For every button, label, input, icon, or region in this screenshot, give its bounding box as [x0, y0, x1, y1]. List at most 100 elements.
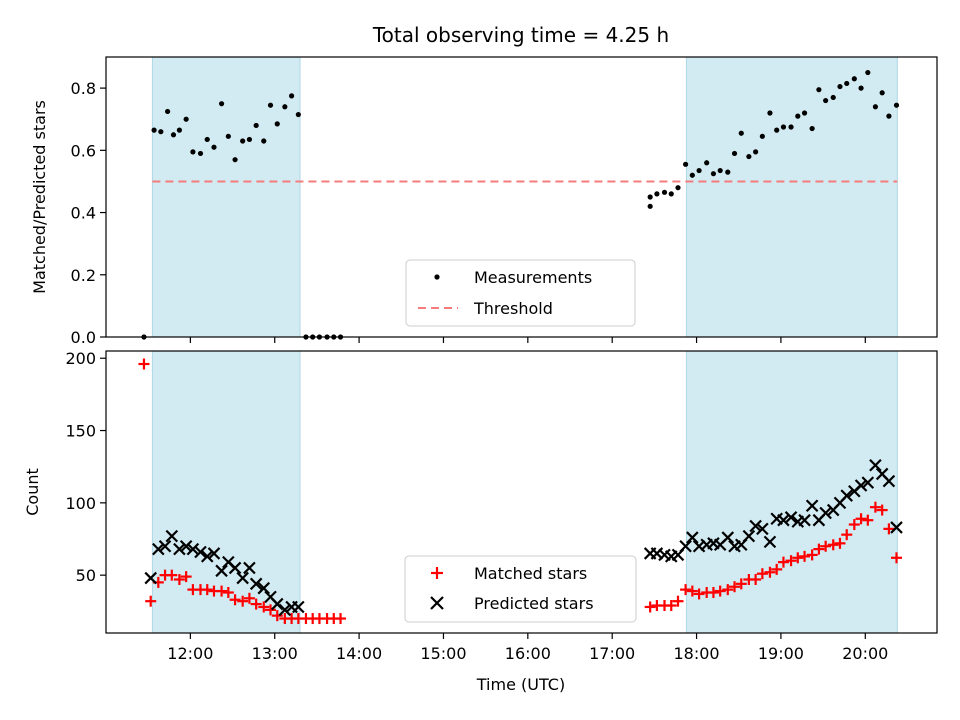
measurement-point	[274, 121, 280, 127]
matched-star-point	[173, 573, 185, 585]
matched-star-point	[792, 552, 804, 564]
matched-star-point	[686, 585, 698, 597]
measurement-point	[170, 132, 177, 138]
predicted-star-marker-b	[200, 550, 214, 563]
measurement-point	[190, 149, 196, 155]
measurement-point	[879, 90, 885, 96]
bottom-y-ticks: 50 100 150 200	[65, 349, 106, 585]
x-tick-label: 19:00	[758, 644, 804, 663]
matched-star-point	[869, 501, 881, 513]
x-tick-label: 14:00	[336, 644, 382, 663]
top-y-ticks: 0.0 0.2 0.4 0.6 0.8	[71, 79, 106, 347]
matched-star-point	[265, 604, 277, 616]
predicted-star-marker-b	[770, 512, 783, 526]
legend-matched-label: Matched stars	[474, 564, 587, 583]
legend-predicted-label: Predicted stars	[474, 594, 594, 613]
predicted-star-marker-b	[173, 542, 186, 556]
measurement-point	[261, 138, 267, 144]
measurement-point	[710, 171, 717, 177]
predicted-star-point	[798, 513, 811, 527]
bottom-panel: 50 100 150 200 12:00 13:00 14:00 15:00 16:00 17:…	[23, 349, 938, 694]
measurement-point	[780, 124, 787, 130]
measurement-point	[689, 172, 695, 178]
predicted-star-point	[869, 458, 882, 472]
predicted-star-point	[882, 474, 896, 488]
matched-star-point	[250, 598, 262, 610]
matched-star-point	[237, 595, 249, 607]
predicted-star-marker-b	[257, 581, 271, 595]
x-tick-label: 13:00	[252, 644, 298, 663]
predicted-star-marker-b	[686, 531, 699, 544]
measurement-point	[218, 101, 225, 107]
y-tick-label: 100	[65, 494, 96, 513]
predicted-star-marker-b	[763, 535, 777, 549]
predicted-star-marker-b	[144, 571, 157, 585]
shaded-interval	[685, 56, 898, 338]
matched-star-point	[707, 587, 719, 599]
measurement-point	[682, 161, 689, 167]
predicted-star-point	[278, 603, 292, 617]
predicted-star-point	[742, 529, 756, 543]
matched-star-point	[756, 568, 768, 580]
measurement-point	[654, 191, 660, 197]
measurement-points	[141, 69, 900, 340]
matched-star-point	[855, 513, 867, 525]
measurement-point	[788, 124, 794, 130]
predicted-star-point	[270, 597, 284, 611]
top-shaded-intervals	[151, 56, 898, 338]
measurement-point	[267, 102, 274, 108]
matched-star-point	[729, 581, 741, 593]
measurement-point	[753, 149, 759, 155]
top-legend: Measurements Threshold	[405, 259, 636, 327]
matched-star-point	[876, 504, 888, 516]
y-tick-label: 0.4	[71, 204, 96, 223]
predicted-star-marker-b	[278, 603, 292, 617]
predicted-star-marker-b	[165, 529, 179, 543]
predicted-star-marker-b	[854, 479, 868, 492]
top-x-ticks	[189, 337, 866, 343]
x-tick-label: 18:00	[674, 644, 720, 663]
predicted-star-marker-b	[756, 522, 769, 536]
measurement-point	[767, 110, 773, 116]
predicted-star-marker-b	[179, 539, 193, 553]
predicted-star-point	[840, 489, 854, 502]
matched-star-point	[693, 588, 705, 600]
matched-star-point	[834, 537, 846, 549]
measurement-point	[675, 185, 681, 191]
predicted-star-marker-b	[819, 506, 832, 520]
legend-measurements-label: Measurements	[474, 268, 592, 287]
measurement-point	[717, 167, 723, 174]
predicted-star-marker-b	[692, 539, 706, 553]
predicted-star-marker-b	[805, 499, 819, 513]
matched-star-point	[335, 613, 347, 625]
bottom-shaded-intervals	[151, 350, 898, 634]
top-axes-frame	[105, 56, 938, 338]
measurement-point	[225, 133, 231, 139]
measurement-point	[759, 133, 765, 139]
predicted-star-marker-b	[875, 467, 889, 481]
measurement-point	[731, 150, 738, 157]
matched-star-point	[722, 584, 734, 596]
predicted-star-marker-b	[798, 513, 811, 527]
matched-star-point	[216, 585, 228, 597]
measurement-point	[865, 69, 871, 76]
predicted-star-points	[144, 458, 903, 617]
predicted-star-marker-b	[890, 521, 903, 534]
x-tick-label: 20:00	[842, 644, 888, 663]
measurement-point	[746, 153, 752, 160]
measurement-point	[851, 76, 857, 82]
predicted-star-point	[173, 542, 186, 556]
predicted-star-point	[749, 519, 762, 533]
matched-star-point	[891, 552, 903, 564]
matched-star-point	[258, 601, 270, 613]
predicted-star-marker-b	[861, 476, 875, 489]
matched-star-point	[883, 523, 895, 535]
measurement-point	[893, 102, 900, 108]
measurement-point	[816, 87, 822, 93]
predicted-star-point	[144, 571, 157, 585]
predicted-star-marker-b	[236, 571, 249, 585]
measurement-point	[204, 136, 210, 143]
measurement-point	[295, 111, 301, 118]
predicted-star-point	[158, 539, 172, 553]
matched-star-point	[771, 563, 783, 575]
